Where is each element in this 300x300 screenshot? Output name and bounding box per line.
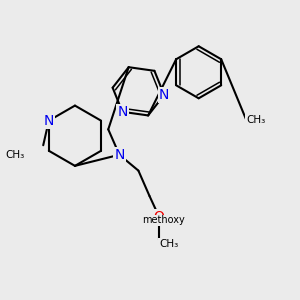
Text: N: N: [159, 88, 169, 102]
Text: CH₃: CH₃: [159, 238, 178, 249]
Text: N: N: [117, 105, 128, 119]
Text: N: N: [44, 114, 54, 128]
Text: N: N: [114, 148, 124, 162]
Text: CH₃: CH₃: [5, 150, 24, 160]
Text: CH₃: CH₃: [246, 115, 266, 125]
Text: O: O: [154, 210, 164, 224]
Text: methoxy: methoxy: [142, 215, 185, 225]
